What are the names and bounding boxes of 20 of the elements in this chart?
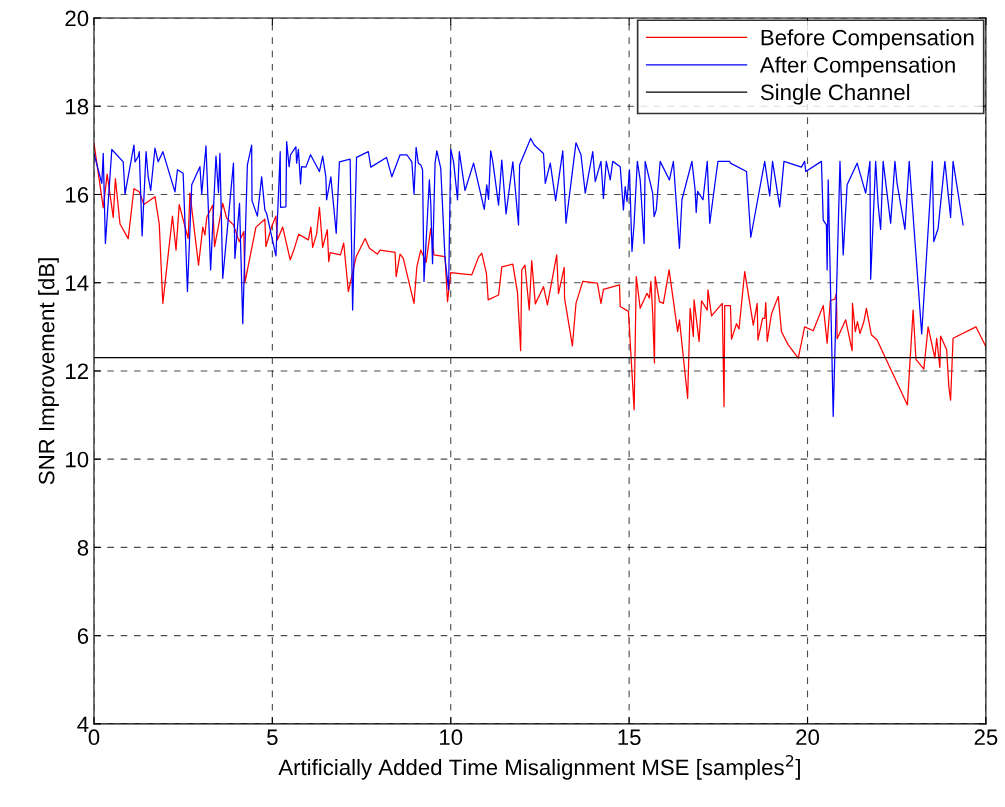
x-tick-label: 10 — [440, 729, 463, 746]
y-tick-label: 10 — [66, 451, 89, 468]
x-axis-title: Artificially Added Time Misalignment MSE [samples$^{2}$] — [278, 755, 800, 780]
x-tick-label: 15 — [618, 729, 641, 746]
x-tick-label: 0 — [88, 729, 100, 746]
y-tick-label: 20 — [65, 10, 89, 27]
legend-label: After Compensation — [759, 56, 955, 78]
legend-label: Before Compensation — [761, 29, 974, 50]
x-tick-label: 5 — [267, 729, 278, 746]
x-tick-label: 20 — [796, 729, 820, 746]
y-tick-label: 8 — [77, 539, 89, 556]
y-tick-label: 4 — [77, 716, 89, 732]
y-tick-label: 14 — [66, 275, 89, 291]
y-tick-label: 6 — [77, 628, 89, 644]
x-tick-label: 25 — [974, 729, 998, 746]
y-tick-label: 12 — [66, 363, 88, 379]
y-tick-label: 16 — [66, 187, 89, 203]
y-tick-label: 18 — [66, 98, 89, 115]
legend-label: Single Channel — [760, 83, 910, 105]
y-axis-title: SNR Improvement [dB] — [38, 258, 59, 485]
